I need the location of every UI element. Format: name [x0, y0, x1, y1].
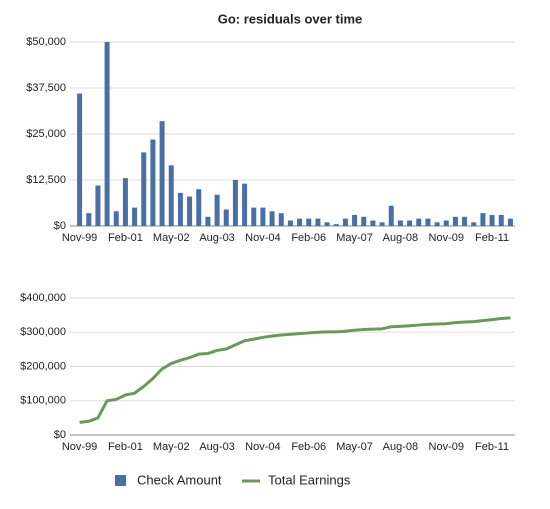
bar	[287, 220, 293, 226]
bar	[232, 180, 238, 226]
x-tick-label: Aug-08	[383, 441, 418, 453]
bar	[278, 213, 284, 226]
bar	[223, 209, 229, 226]
x-tick-label: Feb-11	[475, 232, 509, 244]
bar	[352, 214, 358, 226]
y-tick-label: $200,000	[20, 360, 66, 372]
bar	[150, 139, 156, 226]
bar	[370, 220, 376, 226]
bar	[425, 218, 431, 226]
bar	[462, 216, 468, 226]
legend-label: Check Amount	[137, 472, 222, 487]
y-tick-label: $37,500	[26, 82, 66, 94]
bar	[86, 213, 92, 226]
x-tick-label: Nov-04	[245, 441, 280, 453]
bar	[141, 152, 147, 226]
bar	[95, 185, 101, 226]
y-tick-label: $100,000	[20, 395, 66, 407]
line	[79, 316, 511, 424]
x-tick-label: Feb-06	[291, 232, 326, 244]
x-tick-label: Nov-09	[429, 441, 464, 453]
x-tick-label: Nov-04	[245, 232, 280, 244]
y-tick-label: $300,000	[20, 326, 66, 338]
y-tick-label: $50,000	[26, 36, 66, 48]
x-tick-label: Feb-11	[475, 441, 509, 453]
bar	[388, 205, 394, 226]
x-tick-label: Nov-99	[62, 232, 97, 244]
x-tick-label: Feb-01	[108, 232, 143, 244]
legend-swatch	[115, 475, 126, 486]
bar	[104, 42, 110, 226]
y-tick-label: $12,500	[26, 174, 66, 186]
y-tick-label: $0	[54, 429, 66, 441]
x-tick-label: Feb-06	[291, 441, 326, 453]
bar	[177, 192, 183, 226]
x-tick-label: Aug-08	[383, 232, 418, 244]
x-tick-label: Nov-09	[429, 232, 464, 244]
bar	[397, 220, 403, 226]
x-tick-label: May-02	[153, 232, 190, 244]
bar	[324, 222, 330, 226]
x-tick-label: May-07	[336, 232, 373, 244]
bar	[77, 93, 83, 227]
y-tick-label: $25,000	[26, 128, 66, 140]
x-tick-label: Feb-01	[108, 441, 143, 453]
x-tick-label: Aug-03	[199, 232, 234, 244]
y-tick-label: $0	[54, 220, 66, 232]
bar	[507, 218, 513, 226]
bar	[379, 222, 385, 226]
bar	[297, 218, 303, 226]
x-tick-label: Aug-03	[199, 441, 234, 453]
chart-title: Go: residuals over time	[218, 11, 363, 26]
x-tick-label: May-02	[153, 441, 190, 453]
bar	[342, 218, 348, 226]
bar	[132, 207, 138, 226]
bar	[480, 213, 486, 226]
bar	[205, 216, 211, 226]
bar	[260, 207, 266, 226]
legend-label: Total Earnings	[268, 472, 351, 487]
bar	[168, 165, 174, 226]
bar	[214, 194, 220, 226]
bar	[251, 207, 257, 226]
bar	[159, 121, 165, 226]
bar	[416, 218, 422, 226]
bar	[242, 183, 248, 226]
bar	[122, 178, 128, 226]
bar	[498, 214, 504, 226]
bar	[333, 224, 339, 226]
bar	[196, 189, 202, 226]
x-tick-label: May-07	[336, 441, 373, 453]
bar	[407, 220, 413, 226]
bar	[361, 216, 367, 226]
x-tick-label: Nov-99	[62, 441, 97, 453]
bar	[269, 211, 275, 226]
bar	[306, 218, 312, 226]
y-tick-label: $400,000	[20, 292, 66, 304]
bar	[187, 196, 193, 226]
bar	[315, 218, 321, 226]
bar	[443, 220, 449, 226]
bar	[452, 216, 458, 226]
bar	[471, 222, 477, 226]
bar	[434, 222, 440, 226]
bar	[489, 214, 495, 226]
bar	[113, 211, 119, 226]
